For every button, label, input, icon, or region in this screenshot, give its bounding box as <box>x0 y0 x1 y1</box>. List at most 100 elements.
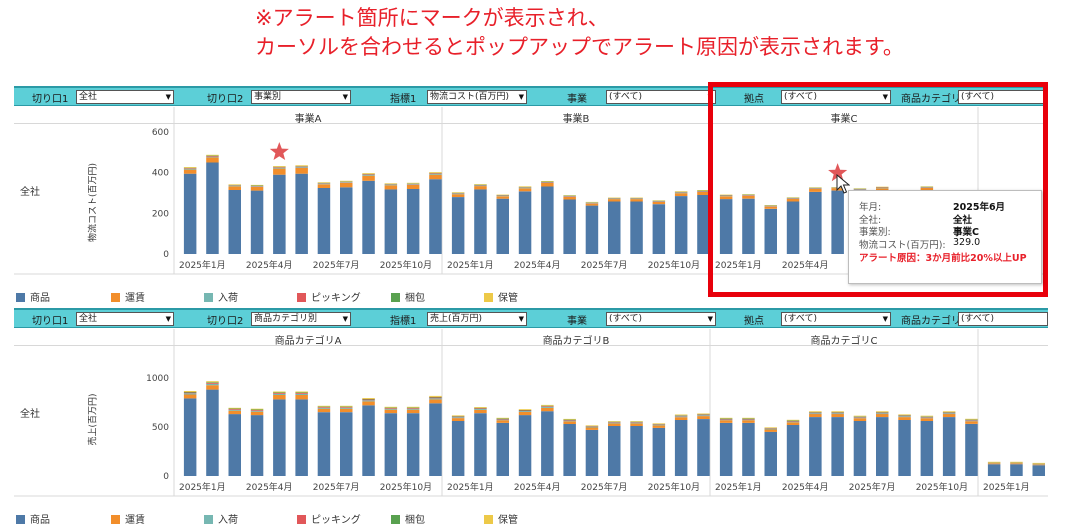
bar-segment[interactable] <box>518 415 532 476</box>
bar-segment[interactable] <box>496 198 510 254</box>
bar-segment[interactable] <box>451 192 465 193</box>
bar-segment[interactable] <box>474 413 487 476</box>
bar-segment[interactable] <box>518 411 532 412</box>
bar-segment[interactable] <box>942 412 956 414</box>
category-dropdown[interactable]: (すべて) <box>958 312 1048 326</box>
bar-segment[interactable] <box>451 417 465 419</box>
cut2-dropdown[interactable]: 商品カテゴリ別 ▼ <box>251 312 351 326</box>
bar-segment[interactable] <box>786 201 800 255</box>
bar-segment[interactable] <box>674 416 688 418</box>
bar-segment[interactable] <box>898 420 911 476</box>
bar-segment[interactable] <box>183 173 197 254</box>
bar-segment[interactable] <box>719 419 733 421</box>
bar-segment[interactable] <box>876 412 889 414</box>
bar-segment[interactable] <box>295 167 308 168</box>
bar-segment[interactable] <box>362 399 375 401</box>
bar-segment[interactable] <box>764 428 778 430</box>
bar-segment[interactable] <box>652 423 666 424</box>
bar-segment[interactable] <box>474 186 487 190</box>
bar-segment[interactable] <box>719 199 733 254</box>
bar-segment[interactable] <box>206 381 219 383</box>
bar-segment[interactable] <box>674 415 688 417</box>
bar-segment[interactable] <box>295 165 308 167</box>
bar-segment[interactable] <box>228 408 242 410</box>
bar-segment[interactable] <box>965 418 978 420</box>
bar-segment[interactable] <box>406 182 420 184</box>
bar-segment[interactable] <box>719 417 733 419</box>
bar-segment[interactable] <box>295 166 308 168</box>
bar-segment[interactable] <box>630 423 643 426</box>
bar-segment[interactable] <box>429 173 442 175</box>
bar-segment[interactable] <box>362 401 375 406</box>
bar-segment[interactable] <box>697 414 710 416</box>
bar-segment[interactable] <box>674 414 688 416</box>
bar-segment[interactable] <box>273 393 286 394</box>
bar-segment[interactable] <box>719 420 733 423</box>
bar-segment[interactable] <box>786 421 800 423</box>
bar-segment[interactable] <box>876 413 889 415</box>
bar-segment[interactable] <box>652 427 666 476</box>
bar-segment[interactable] <box>987 463 1001 465</box>
bar-segment[interactable] <box>674 192 688 194</box>
bar-segment[interactable] <box>742 198 755 254</box>
bar-segment[interactable] <box>384 183 398 184</box>
bar-segment[interactable] <box>898 416 911 418</box>
bar-segment[interactable] <box>273 393 286 395</box>
bar-segment[interactable] <box>518 188 532 192</box>
bar-segment[interactable] <box>228 186 242 190</box>
bar-segment[interactable] <box>250 184 264 186</box>
bar-segment[interactable] <box>585 427 599 430</box>
bar-segment[interactable] <box>697 191 710 192</box>
bar-segment[interactable] <box>831 412 844 414</box>
bar-segment[interactable] <box>273 395 286 400</box>
bar-segment[interactable] <box>742 423 755 476</box>
bar-segment[interactable] <box>541 181 554 182</box>
bar-segment[interactable] <box>317 408 331 413</box>
bar-segment[interactable] <box>384 406 398 408</box>
bar-segment[interactable] <box>920 421 934 476</box>
bar-segment[interactable] <box>474 184 487 185</box>
bar-segment[interactable] <box>742 417 755 419</box>
bar-segment[interactable] <box>898 414 911 416</box>
bar-segment[interactable] <box>206 162 219 255</box>
bar-segment[interactable] <box>250 408 264 410</box>
bar-segment[interactable] <box>406 188 420 254</box>
bar-segment[interactable] <box>429 399 442 404</box>
bar-segment[interactable] <box>183 392 197 393</box>
bar-segment[interactable] <box>429 173 442 174</box>
bar-segment[interactable] <box>340 180 353 182</box>
bar-segment[interactable] <box>853 416 867 418</box>
bar-segment[interactable] <box>630 422 643 423</box>
bar-segment[interactable] <box>206 157 219 163</box>
bar-segment[interactable] <box>206 156 219 157</box>
bar-segment[interactable] <box>697 416 710 419</box>
bar-segment[interactable] <box>384 409 398 414</box>
bar-segment[interactable] <box>809 417 822 476</box>
bar-segment[interactable] <box>630 425 643 476</box>
bar-segment[interactable] <box>474 409 487 414</box>
bar-segment[interactable] <box>742 419 755 421</box>
bar-segment[interactable] <box>384 407 398 409</box>
base-dropdown[interactable]: (すべて) ▼ <box>781 90 891 104</box>
bar-segment[interactable] <box>250 410 264 412</box>
bar-segment[interactable] <box>518 187 532 189</box>
bar-segment[interactable] <box>541 183 554 187</box>
bar-segment[interactable] <box>340 408 353 413</box>
bar-segment[interactable] <box>719 418 733 420</box>
bar-segment[interactable] <box>273 167 286 169</box>
bar-segment[interactable] <box>809 412 822 413</box>
bar-segment[interactable] <box>674 193 688 196</box>
bar-segment[interactable] <box>340 406 353 408</box>
bar-segment[interactable] <box>295 399 308 476</box>
bar-segment[interactable] <box>340 182 353 183</box>
bar-segment[interactable] <box>406 406 420 408</box>
bar-segment[interactable] <box>809 188 822 192</box>
bar-segment[interactable] <box>206 382 219 383</box>
bar-segment[interactable] <box>920 418 934 421</box>
bar-segment[interactable] <box>206 154 219 156</box>
bar-segment[interactable] <box>786 422 800 425</box>
bar-segment[interactable] <box>295 391 308 393</box>
bar-segment[interactable] <box>429 396 442 398</box>
bar-segment[interactable] <box>451 197 465 254</box>
bar-segment[interactable] <box>451 416 465 417</box>
